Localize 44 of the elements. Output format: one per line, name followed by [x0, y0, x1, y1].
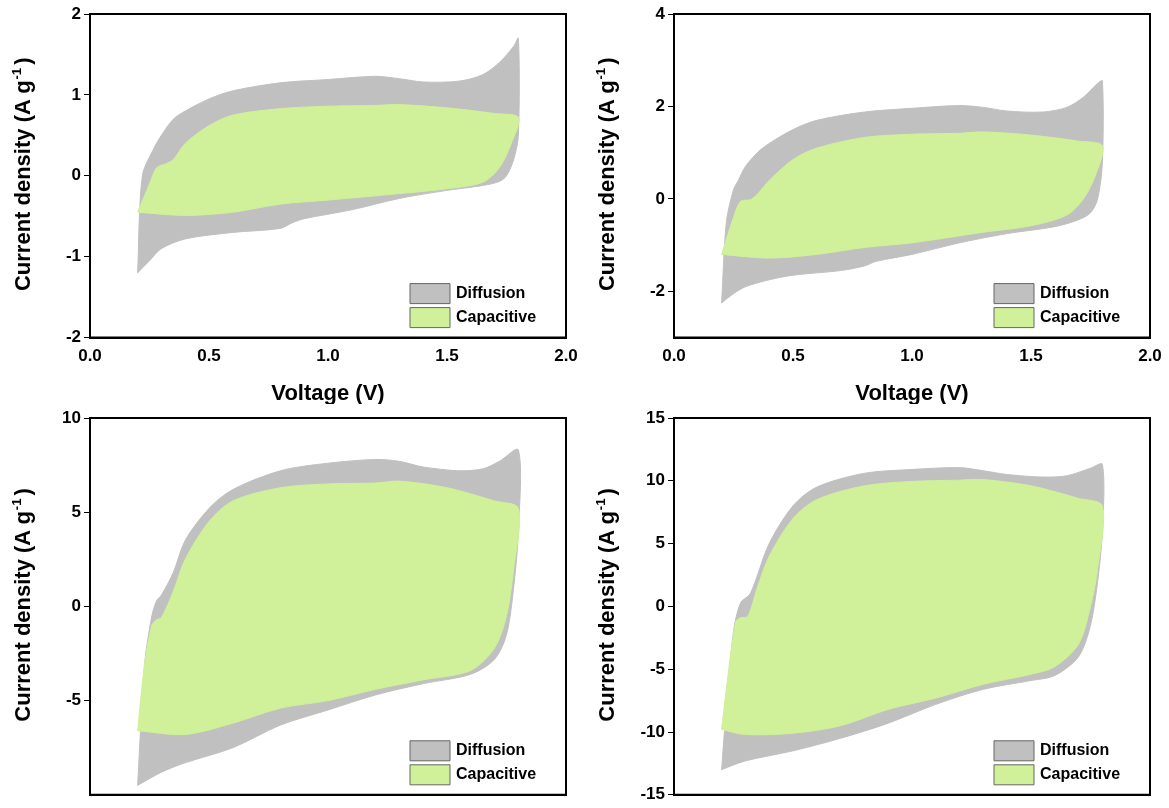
legend-label: Diffusion [1040, 284, 1110, 302]
y-tick-label: 2 [71, 3, 81, 23]
y-tick-label: 0 [71, 596, 81, 616]
y-axis-title: Current density (A g-1) [9, 57, 35, 292]
x-tick-label: 1.0 [900, 346, 924, 366]
y-tick-label: -5 [65, 690, 81, 710]
y-tick-label: 4 [655, 3, 666, 23]
y-tick-label: -15 [640, 784, 665, 804]
y-tick-label: 10 [62, 407, 81, 427]
x-tick-label: 0.5 [781, 346, 805, 366]
y-tick-label: 1 [71, 84, 81, 104]
x-tick-label: 0.0 [662, 346, 686, 366]
y-tick-label: 2 [655, 96, 665, 116]
x-tick-label: 1.0 [316, 346, 340, 366]
y-tick-label: -2 [649, 281, 665, 301]
x-tick-label: 2.0 [1138, 346, 1162, 366]
y-axis-title: Current density (A g-1) [593, 57, 619, 292]
legend-label: Capacitive [1040, 308, 1121, 326]
y-tick-label: 15 [646, 407, 665, 427]
y-tick-label: 0 [655, 188, 665, 208]
y-tick-label: 5 [71, 501, 81, 521]
x-tick-label: 1.5 [435, 346, 459, 366]
y-tick-label: -1 [65, 246, 81, 266]
y-tick-label: 10 [646, 470, 665, 490]
legend-label: Diffusion [456, 741, 526, 759]
legend-label: Capacitive [456, 308, 537, 326]
y-tick-label: -10 [640, 721, 665, 741]
x-tick-label: 1.5 [1019, 346, 1043, 366]
legend-label: Diffusion [1040, 741, 1110, 759]
y-tick-label: -5 [649, 658, 665, 678]
y-tick-label: -2 [65, 327, 81, 347]
y-axis-title: Current density (A g-1) [593, 488, 619, 722]
legend-label: Capacitive [1040, 765, 1121, 783]
x-tick-label: 0.0 [78, 346, 102, 366]
legend-label: Capacitive [456, 765, 537, 783]
y-axis-title: Current density (A g-1) [9, 488, 35, 722]
y-tick-label: 0 [655, 596, 665, 616]
x-tick-label: 2.0 [554, 346, 578, 366]
x-axis-title: Voltage (V) [271, 380, 385, 405]
x-axis-title: Voltage (V) [855, 380, 969, 405]
legend-label: Diffusion [456, 284, 526, 302]
y-tick-label: 0 [71, 165, 81, 185]
x-tick-label: 0.5 [197, 346, 221, 366]
y-tick-label: 5 [655, 533, 665, 553]
